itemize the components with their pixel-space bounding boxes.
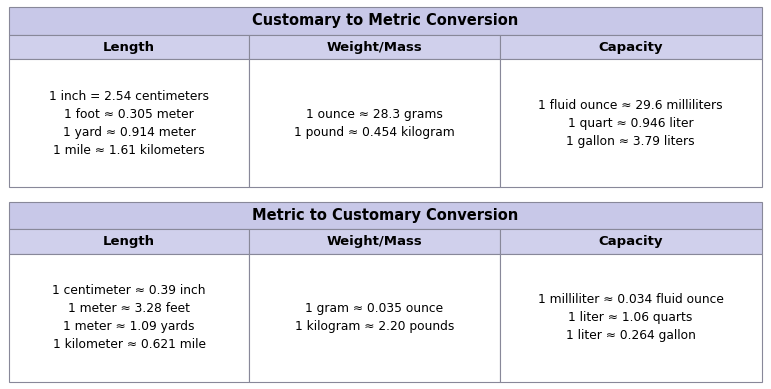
Text: 1 gram ≈ 0.035 ounce
1 kilogram ≈ 2.20 pounds: 1 gram ≈ 0.035 ounce 1 kilogram ≈ 2.20 p… bbox=[295, 302, 454, 333]
Bar bbox=[500, 60, 762, 187]
Bar bbox=[500, 35, 762, 60]
Bar bbox=[500, 230, 762, 254]
Text: Metric to Customary Conversion: Metric to Customary Conversion bbox=[252, 208, 519, 223]
Bar bbox=[249, 35, 500, 60]
Bar bbox=[9, 60, 249, 187]
Text: 1 centimeter ≈ 0.39 inch
1 meter ≈ 3.28 feet
1 meter ≈ 1.09 yards
1 kilometer ≈ : 1 centimeter ≈ 0.39 inch 1 meter ≈ 3.28 … bbox=[52, 284, 206, 351]
Bar bbox=[9, 7, 762, 35]
Bar bbox=[249, 60, 500, 187]
Text: 1 fluid ounce ≈ 29.6 milliliters
1 quart ≈ 0.946 liter
1 gallon ≈ 3.79 liters: 1 fluid ounce ≈ 29.6 milliliters 1 quart… bbox=[538, 99, 723, 148]
Text: 1 inch = 2.54 centimeters
1 foot ≈ 0.305 meter
1 yard ≈ 0.914 meter
1 mile ≈ 1.6: 1 inch = 2.54 centimeters 1 foot ≈ 0.305… bbox=[49, 90, 209, 157]
Bar bbox=[9, 254, 249, 382]
Text: Length: Length bbox=[103, 41, 155, 54]
Bar bbox=[9, 230, 249, 254]
Text: 1 ounce ≈ 28.3 grams
1 pound ≈ 0.454 kilogram: 1 ounce ≈ 28.3 grams 1 pound ≈ 0.454 kil… bbox=[294, 108, 455, 139]
Text: Weight/Mass: Weight/Mass bbox=[326, 41, 423, 54]
Text: Capacity: Capacity bbox=[598, 235, 663, 248]
Bar bbox=[249, 230, 500, 254]
Bar bbox=[249, 254, 500, 382]
Text: Capacity: Capacity bbox=[598, 41, 663, 54]
Text: Length: Length bbox=[103, 235, 155, 248]
Bar bbox=[9, 202, 762, 230]
Text: Weight/Mass: Weight/Mass bbox=[326, 235, 423, 248]
Bar bbox=[500, 254, 762, 382]
Text: 1 milliliter ≈ 0.034 fluid ounce
1 liter ≈ 1.06 quarts
1 liter ≈ 0.264 gallon: 1 milliliter ≈ 0.034 fluid ounce 1 liter… bbox=[537, 293, 724, 342]
Text: Customary to Metric Conversion: Customary to Metric Conversion bbox=[252, 14, 519, 28]
Bar bbox=[9, 35, 249, 60]
